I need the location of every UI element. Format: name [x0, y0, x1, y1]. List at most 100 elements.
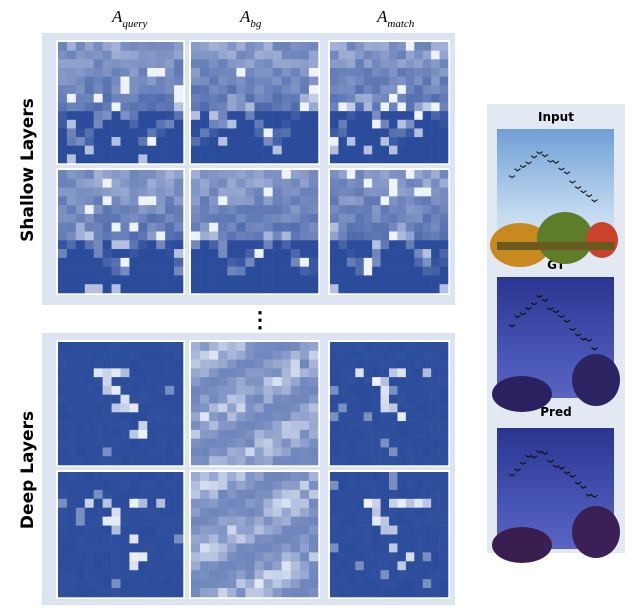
cell [381, 59, 390, 68]
cell [236, 508, 245, 517]
cell [76, 223, 85, 232]
cell [423, 412, 432, 421]
cell [85, 499, 94, 508]
cell [414, 146, 423, 155]
cell [76, 137, 85, 146]
cell [330, 386, 339, 395]
cell [309, 179, 318, 188]
cell [67, 170, 76, 179]
cell [76, 249, 85, 258]
cell [174, 481, 183, 490]
cell [191, 360, 200, 369]
cell [255, 249, 264, 258]
cell [121, 395, 130, 404]
cell [103, 85, 112, 94]
cell [389, 508, 398, 517]
cell [236, 196, 245, 205]
cell [264, 258, 273, 267]
cell [138, 404, 147, 413]
cell [397, 439, 406, 448]
cell [147, 447, 156, 456]
cell [121, 77, 130, 86]
cell [291, 456, 300, 465]
cell [347, 232, 356, 241]
tree [586, 222, 618, 258]
cell [372, 395, 381, 404]
cell [156, 368, 165, 377]
cell [338, 51, 347, 60]
cell [138, 179, 147, 188]
cell [291, 439, 300, 448]
cell [245, 154, 254, 163]
cell [355, 137, 364, 146]
cell [406, 275, 415, 284]
cell [112, 447, 121, 456]
cell [423, 404, 432, 413]
cell [94, 103, 103, 112]
cell [330, 421, 339, 430]
cell [147, 535, 156, 544]
cell [236, 412, 245, 421]
cell [191, 188, 200, 197]
cell [372, 154, 381, 163]
cell [440, 579, 449, 588]
cell [338, 205, 347, 214]
cell [273, 377, 282, 386]
cell [397, 351, 406, 360]
cell [300, 490, 309, 499]
cell [364, 412, 373, 421]
cell [138, 205, 147, 214]
cell [67, 111, 76, 120]
cell [85, 481, 94, 490]
cell [147, 275, 156, 284]
cell [264, 386, 273, 395]
cell [355, 588, 364, 597]
cell [227, 588, 236, 597]
cell [255, 395, 264, 404]
column-header: Amatch [376, 7, 415, 30]
cell [372, 77, 381, 86]
cell [347, 456, 356, 465]
cell [309, 517, 318, 526]
cell [431, 395, 440, 404]
cell [121, 430, 130, 439]
cell [129, 258, 138, 267]
cell [85, 240, 94, 249]
cell [423, 258, 432, 267]
cell [364, 128, 373, 137]
cell [397, 395, 406, 404]
cell [58, 439, 67, 448]
cell [147, 284, 156, 293]
cell [364, 68, 373, 77]
cell [218, 137, 227, 146]
cell [129, 439, 138, 448]
cell [255, 430, 264, 439]
cell [112, 170, 121, 179]
cell [381, 128, 390, 137]
cell [156, 447, 165, 456]
cell [389, 128, 398, 137]
cell [300, 481, 309, 490]
cell [309, 205, 318, 214]
cell [338, 275, 347, 284]
cell [389, 395, 398, 404]
cell [330, 561, 339, 570]
cell [397, 526, 406, 535]
cell [209, 588, 218, 597]
cell [191, 499, 200, 508]
cell [191, 196, 200, 205]
cell [103, 77, 112, 86]
cell [372, 240, 381, 249]
cell [300, 137, 309, 146]
cell [227, 146, 236, 155]
cell [129, 535, 138, 544]
cell [423, 508, 432, 517]
cell [156, 170, 165, 179]
cell [389, 360, 398, 369]
cell [191, 94, 200, 103]
cell [147, 267, 156, 276]
cell [431, 447, 440, 456]
cell [372, 517, 381, 526]
cell [174, 552, 183, 561]
cell [218, 412, 227, 421]
